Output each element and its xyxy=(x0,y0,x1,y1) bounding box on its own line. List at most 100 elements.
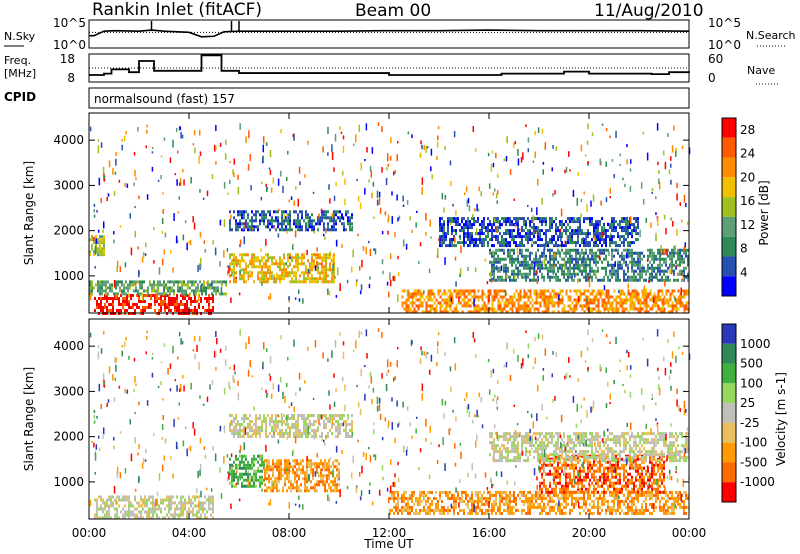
x-tick-label: 12:00 xyxy=(372,526,407,540)
colorbar-swatch xyxy=(722,216,736,237)
data-region xyxy=(94,495,214,520)
cpid-strip-frame xyxy=(88,87,690,109)
colorbar-tick: 20 xyxy=(740,170,755,184)
y-tick-label: 3000 xyxy=(53,178,84,192)
freq-tick-top: 18 xyxy=(60,52,75,66)
colorbar-swatch xyxy=(722,343,736,364)
cpid-text: normalsound (fast) 157 xyxy=(94,92,235,106)
y-tick-label: 1000 xyxy=(53,269,84,283)
colorbar-swatch xyxy=(722,442,736,463)
nsky-tick-top: 10^5 xyxy=(53,16,86,30)
colorbar-tick: 12 xyxy=(740,218,755,232)
colorbar-tick: 16 xyxy=(740,194,755,208)
colorbar-tick: -100 xyxy=(740,436,767,450)
y-tick-label: 1000 xyxy=(53,475,84,489)
nsky-tick-bottom: 10^0 xyxy=(53,38,86,52)
cpid-label: CPID xyxy=(4,90,36,104)
x-tick-label: 00:00 xyxy=(72,526,107,540)
colorbar-tick: 1000 xyxy=(740,337,771,351)
colorbar-frame xyxy=(721,117,737,297)
nsearch-tick-top: 10^5 xyxy=(708,16,741,30)
colorbar-tick: 25 xyxy=(740,396,755,410)
x-tick-label: 00:00 xyxy=(672,526,707,540)
colorbar-frame xyxy=(721,323,737,503)
colorbar-swatch xyxy=(722,363,736,384)
nave-tick-bottom: 0 xyxy=(708,71,716,85)
nsky-label: N.Sky xyxy=(4,30,36,43)
data-region xyxy=(401,289,690,314)
colorbar-swatch xyxy=(722,462,736,483)
colorbar-swatch xyxy=(722,403,736,423)
power-colorbar-label: Power [dB] xyxy=(757,180,771,245)
freq-series xyxy=(89,54,690,76)
y-tick-label: 3000 xyxy=(53,384,84,398)
velocity-colorbar: 1000 500 100 25 -25 -100 -500 -1000 xyxy=(721,323,775,503)
beam-label: Beam 00 xyxy=(355,1,431,21)
data-region xyxy=(94,293,214,315)
colorbar-swatch xyxy=(722,197,736,217)
date-label: 11/Aug/2010 xyxy=(594,1,704,21)
y-tick-label: 2000 xyxy=(53,430,84,444)
velocity-y-ticks: 1000 2000 3000 4000 xyxy=(53,339,689,489)
data-region xyxy=(439,217,639,248)
power-panel xyxy=(89,122,691,315)
data-region xyxy=(389,490,689,515)
colorbar-tick: 500 xyxy=(740,357,763,371)
nsearch-tick-bottom: 10^0 xyxy=(708,38,741,52)
colorbar-swatch xyxy=(722,137,736,158)
power-y-ticks: 1000 2000 3000 4000 xyxy=(53,133,689,283)
scatter-echoes xyxy=(89,328,691,513)
station-title: Rankin Inlet (fitACF) xyxy=(92,0,262,20)
colorbar-swatch xyxy=(722,482,736,502)
power-colorbar: 4 8 12 16 20 24 28 xyxy=(721,117,755,297)
strip-series-freq xyxy=(89,54,690,76)
x-tick-label: 08:00 xyxy=(272,526,307,540)
freq-unit: [MHz] xyxy=(4,67,36,80)
colorbar-swatch xyxy=(722,157,736,178)
colorbar-swatch xyxy=(722,324,736,344)
colorbar-tick: -500 xyxy=(740,455,767,469)
colorbar-swatch xyxy=(722,276,736,296)
data-region xyxy=(229,210,353,232)
velocity-panel xyxy=(89,328,691,520)
data-region xyxy=(229,454,265,488)
x-tick-label: 20:00 xyxy=(572,526,607,540)
data-region xyxy=(229,414,353,439)
nsky-strip-frame xyxy=(88,19,690,49)
data-region xyxy=(489,432,689,463)
strip-series-nsky xyxy=(89,29,690,38)
freq-label: Freq. xyxy=(4,54,31,67)
velocity-colorbar-label: Velocity [m s-1] xyxy=(774,372,788,466)
time-axis-label: Time UT xyxy=(363,537,414,551)
colorbar-tick: 100 xyxy=(740,376,763,390)
colorbar-swatch xyxy=(722,118,736,138)
colorbar-tick: 28 xyxy=(740,123,755,137)
nsky-series xyxy=(89,21,690,38)
time-axis-ticks: 00:00 04:00 08:00 12:00 16:00 20:00 00:00 xyxy=(72,113,707,540)
nsearch-label: N.Search xyxy=(746,29,796,42)
colorbar-swatch xyxy=(722,236,736,257)
colorbar-tick: 8 xyxy=(740,242,748,256)
power-ylabel: Slant Range [km] xyxy=(22,161,36,265)
scatter-echoes xyxy=(89,122,691,307)
colorbar-swatch xyxy=(722,177,736,198)
colorbar-tick: -1000 xyxy=(740,475,775,489)
nave-tick-top: 60 xyxy=(708,52,723,66)
y-tick-label: 2000 xyxy=(53,224,84,238)
velocity-ylabel: Slant Range [km] xyxy=(22,367,36,471)
freq-tick-bottom: 8 xyxy=(67,71,75,85)
data-region xyxy=(264,459,340,493)
colorbar-tick: -25 xyxy=(740,416,760,430)
data-region xyxy=(229,253,335,284)
x-tick-label: 16:00 xyxy=(472,526,507,540)
colorbar-tick: 4 xyxy=(740,265,748,279)
nave-label: Nave xyxy=(747,64,775,77)
colorbar-tick: 24 xyxy=(740,147,755,161)
y-tick-label: 4000 xyxy=(53,133,84,147)
colorbar-swatch xyxy=(722,256,736,277)
x-tick-label: 04:00 xyxy=(172,526,207,540)
colorbar-swatch xyxy=(722,383,736,404)
colorbar-swatch xyxy=(722,422,736,443)
data-region xyxy=(489,248,689,282)
